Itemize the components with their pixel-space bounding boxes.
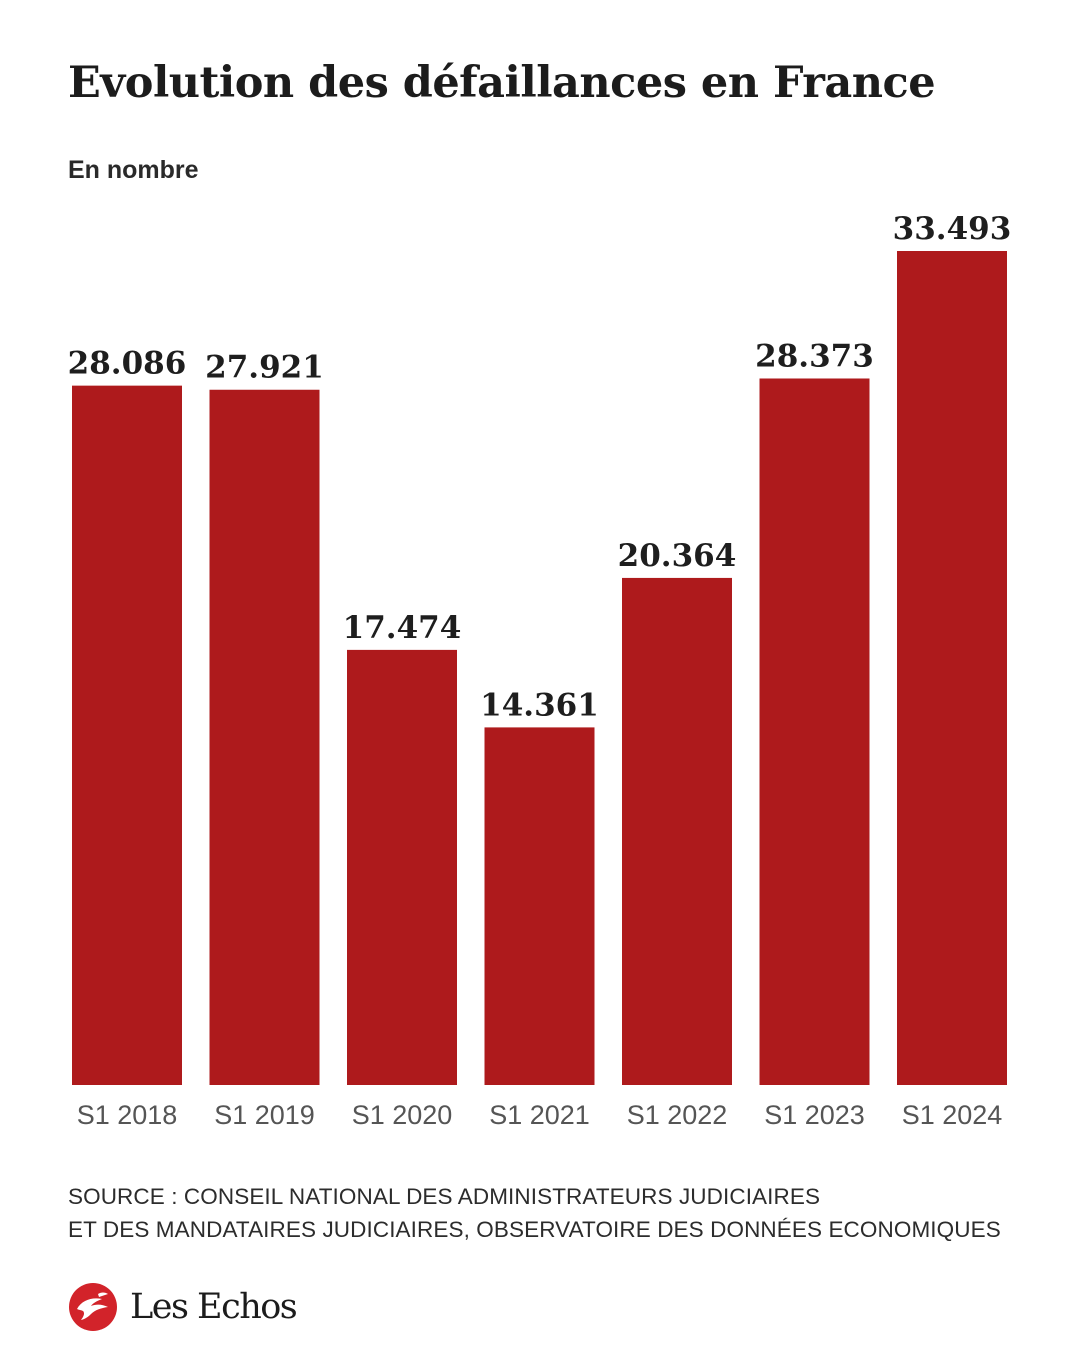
les-echos-emblem-icon bbox=[69, 1283, 117, 1331]
bar-value-label: 33.493 bbox=[893, 211, 1012, 247]
bar-s1-2021 bbox=[484, 727, 595, 1085]
brand-name: Les Echos bbox=[130, 1287, 298, 1327]
category-label: S1 2018 bbox=[77, 1100, 178, 1130]
bar-s1-2019 bbox=[209, 389, 320, 1085]
chart-subtitle: En nombre bbox=[68, 156, 199, 184]
bar-value-label: 27.921 bbox=[205, 350, 324, 386]
bar-value-label: 28.373 bbox=[755, 338, 874, 374]
category-label: S1 2023 bbox=[764, 1100, 865, 1130]
source-line-1: SOURCE : CONSEIL NATIONAL DES ADMINISTRA… bbox=[68, 1184, 821, 1209]
source-line-2: ET DES MANDATAIRES JUDICIAIRES, OBSERVAT… bbox=[68, 1217, 1001, 1242]
bar-value-label: 28.086 bbox=[68, 346, 187, 382]
source-note: SOURCE : CONSEIL NATIONAL DES ADMINISTRA… bbox=[68, 1180, 1028, 1246]
bar-s1-2024 bbox=[897, 251, 1007, 1085]
bar-s1-2020 bbox=[347, 649, 457, 1085]
category-label: S1 2022 bbox=[627, 1100, 728, 1130]
bar-s1-2023 bbox=[759, 378, 870, 1085]
bar-value-label: 20.364 bbox=[618, 538, 737, 574]
category-label: S1 2020 bbox=[352, 1100, 453, 1130]
category-label: S1 2021 bbox=[489, 1100, 590, 1130]
category-label: S1 2019 bbox=[214, 1100, 315, 1130]
bar-s1-2018 bbox=[72, 385, 182, 1085]
bar-s1-2022 bbox=[622, 577, 732, 1085]
bar-value-label: 17.474 bbox=[343, 610, 462, 646]
brand-logo: Les Echos bbox=[68, 1281, 298, 1333]
chart-title: Evolution des défaillances en France bbox=[68, 58, 936, 108]
bar-value-label: 14.361 bbox=[480, 687, 599, 723]
category-label: S1 2024 bbox=[902, 1100, 1003, 1130]
bar-chart: 28.086 S1 2018 27.921 S1 2019 17.474 S1 2020 1… bbox=[68, 211, 1012, 1130]
